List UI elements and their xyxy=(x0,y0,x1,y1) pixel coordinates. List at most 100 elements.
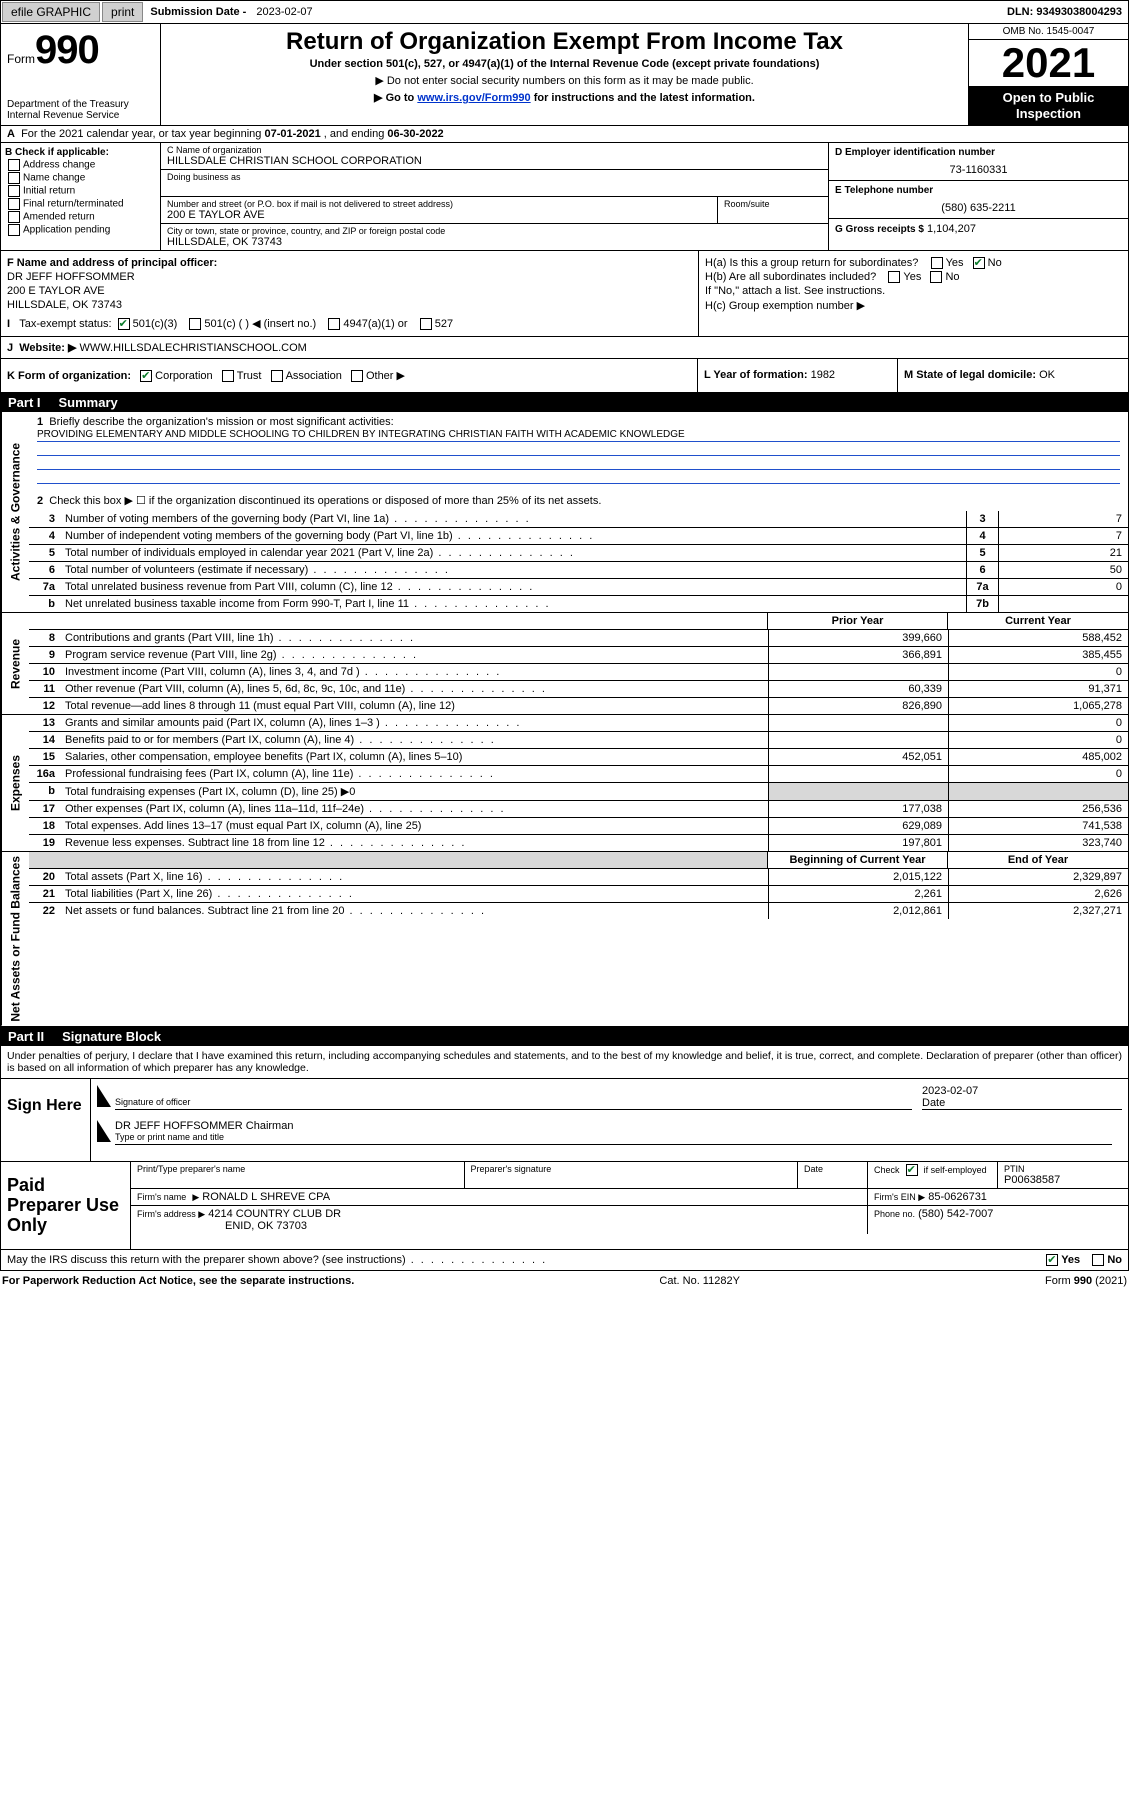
ein-cell: D Employer identification number 73-1160… xyxy=(829,143,1128,181)
submission-date-label: Submission Date - xyxy=(144,6,252,18)
instructions-link[interactable]: www.irs.gov/Form990 xyxy=(417,92,530,104)
part2-header: Part IISignature Block xyxy=(0,1027,1129,1046)
room-suite-cell: Room/suite xyxy=(718,197,828,223)
officer-signature[interactable]: Signature of officer xyxy=(115,1085,912,1110)
cb-name-change[interactable]: Name change xyxy=(5,172,156,184)
net-21: 21Total liabilities (Part X, line 26)2,2… xyxy=(29,886,1128,903)
cb-self-employed[interactable] xyxy=(906,1164,918,1176)
net-22: 22Net assets or fund balances. Subtract … xyxy=(29,903,1128,919)
gov-line-7b: bNet unrelated business taxable income f… xyxy=(29,596,1128,612)
gov-line-3: 3Number of voting members of the governi… xyxy=(29,511,1128,528)
cb-501c3[interactable] xyxy=(118,318,130,330)
irs-discuss-row: May the IRS discuss this return with the… xyxy=(0,1250,1129,1271)
netassets-columns: Beginning of Current Year End of Year xyxy=(29,852,1128,869)
top-bar: efile GRAPHIC print Submission Date - 20… xyxy=(0,0,1129,24)
arrow-icon xyxy=(97,1120,111,1142)
tab-expenses: Expenses xyxy=(1,715,29,851)
department-label: Department of the Treasury Internal Reve… xyxy=(7,99,154,121)
dba-cell: Doing business as xyxy=(161,170,828,197)
rev-8: 8Contributions and grants (Part VIII, li… xyxy=(29,630,1128,647)
cb-527[interactable] xyxy=(420,318,432,330)
section-b-checkboxes: B Check if applicable: Address change Na… xyxy=(1,143,161,250)
cb-hb-no[interactable] xyxy=(930,271,942,283)
cb-association[interactable] xyxy=(271,370,283,382)
exp-18: 18Total expenses. Add lines 13–17 (must … xyxy=(29,818,1128,835)
exp-16a: 16aProfessional fundraising fees (Part I… xyxy=(29,766,1128,783)
paid-preparer-block: Paid Preparer Use Only Print/Type prepar… xyxy=(0,1162,1129,1250)
cb-4947a1[interactable] xyxy=(328,318,340,330)
rev-11: 11Other revenue (Part VIII, column (A), … xyxy=(29,681,1128,698)
cb-amended-return[interactable]: Amended return xyxy=(5,211,156,223)
subordinates-row: H(b) Are all subordinates included? Yes … xyxy=(705,271,1122,283)
dln: DLN: 93493038004293 xyxy=(1007,6,1128,18)
paid-preparer-label: Paid Preparer Use Only xyxy=(1,1162,131,1249)
street-cell: Number and street (or P.O. box if mail i… xyxy=(161,197,718,223)
net-20: 20Total assets (Part X, line 16)2,015,12… xyxy=(29,869,1128,886)
tab-revenue: Revenue xyxy=(1,613,29,714)
cb-irs-no[interactable] xyxy=(1092,1254,1104,1266)
gov-line-6: 6Total number of volunteers (estimate if… xyxy=(29,562,1128,579)
revenue-columns: Prior Year Current Year xyxy=(29,613,1128,630)
exp-17: 17Other expenses (Part IX, column (A), l… xyxy=(29,801,1128,818)
ssn-warning: ▶ Do not enter social security numbers o… xyxy=(169,74,960,87)
cb-ha-no[interactable] xyxy=(973,257,985,269)
sign-here-label: Sign Here xyxy=(1,1079,91,1161)
tax-year-row: A For the 2021 calendar year, or tax yea… xyxy=(0,126,1129,143)
exp-15: 15Salaries, other compensation, employee… xyxy=(29,749,1128,766)
form-title: Return of Organization Exempt From Incom… xyxy=(169,28,960,56)
part1-header: Part ISummary xyxy=(0,393,1129,412)
part1-expenses: Expenses 13Grants and similar amounts pa… xyxy=(0,715,1129,852)
exp-16b: bTotal fundraising expenses (Part IX, co… xyxy=(29,783,1128,801)
cb-501c[interactable] xyxy=(189,318,201,330)
submission-date: 2023-02-07 xyxy=(252,6,316,18)
cb-irs-yes[interactable] xyxy=(1046,1254,1058,1266)
gross-receipts-cell: G Gross receipts $ 1,104,207 xyxy=(829,219,1128,250)
sign-block: Sign Here Signature of officer 2023-02-0… xyxy=(0,1079,1129,1162)
cb-hb-yes[interactable] xyxy=(888,271,900,283)
rev-9: 9Program service revenue (Part VIII, lin… xyxy=(29,647,1128,664)
efile-button[interactable]: efile GRAPHIC xyxy=(2,2,100,22)
website-row: J Website: ▶ WWW.HILLSDALECHRISTIANSCHOO… xyxy=(0,337,1129,359)
form-header: Form990 Department of the Treasury Inter… xyxy=(0,24,1129,126)
cb-initial-return[interactable]: Initial return xyxy=(5,185,156,197)
mission-text: PROVIDING ELEMENTARY AND MIDDLE SCHOOLIN… xyxy=(37,429,685,440)
print-button[interactable]: print xyxy=(102,2,143,22)
cb-ha-yes[interactable] xyxy=(931,257,943,269)
part1-netassets: Net Assets or Fund Balances Beginning of… xyxy=(0,852,1129,1027)
exp-14: 14Benefits paid to or for members (Part … xyxy=(29,732,1128,749)
part1-governance: Activities & Governance 1 Briefly descri… xyxy=(0,412,1129,613)
rev-12: 12Total revenue—add lines 8 through 11 (… xyxy=(29,698,1128,714)
open-public-badge: Open to Public Inspection xyxy=(969,86,1128,125)
page-footer: For Paperwork Reduction Act Notice, see … xyxy=(0,1271,1129,1291)
cb-trust[interactable] xyxy=(222,370,234,382)
org-name: HILLSDALE CHRISTIAN SCHOOL CORPORATION xyxy=(167,155,822,167)
city-cell: City or town, state or province, country… xyxy=(161,224,828,250)
penalties-statement: Under penalties of perjury, I declare th… xyxy=(0,1046,1129,1079)
cb-application-pending[interactable]: Application pending xyxy=(5,224,156,236)
gov-line-5: 5Total number of individuals employed in… xyxy=(29,545,1128,562)
exp-13: 13Grants and similar amounts paid (Part … xyxy=(29,715,1128,732)
omb-number: OMB No. 1545-0047 xyxy=(969,24,1128,40)
officer-name: DR JEFF HOFFSOMMER xyxy=(7,271,692,283)
cb-address-change[interactable]: Address change xyxy=(5,159,156,171)
officer-group-block: F Name and address of principal officer:… xyxy=(0,251,1129,337)
form-subtitle: Under section 501(c), 527, or 4947(a)(1)… xyxy=(169,58,960,70)
form-number: Form990 xyxy=(7,28,154,73)
arrow-icon xyxy=(97,1085,111,1107)
cb-corporation[interactable] xyxy=(140,370,152,382)
cb-final-return[interactable]: Final return/terminated xyxy=(5,198,156,210)
exp-19: 19Revenue less expenses. Subtract line 1… xyxy=(29,835,1128,851)
gov-line-4: 4Number of independent voting members of… xyxy=(29,528,1128,545)
tab-netassets: Net Assets or Fund Balances xyxy=(1,852,29,1026)
cb-other[interactable] xyxy=(351,370,363,382)
part1-revenue: Revenue Prior Year Current Year 8Contrib… xyxy=(0,613,1129,715)
org-name-cell: C Name of organization HILLSDALE CHRISTI… xyxy=(161,143,828,170)
group-return-row: H(a) Is this a group return for subordin… xyxy=(705,257,1122,269)
officer-name-field: DR JEFF HOFFSOMMER Chairman Type or prin… xyxy=(115,1120,1112,1145)
rev-10: 10Investment income (Part VIII, column (… xyxy=(29,664,1128,681)
instructions-link-row: ▶ Go to www.irs.gov/Form990 for instruct… xyxy=(169,91,960,104)
org-form-row: K Form of organization: Corporation Trus… xyxy=(0,359,1129,393)
identity-block: B Check if applicable: Address change Na… xyxy=(0,143,1129,251)
gov-line-7a: 7aTotal unrelated business revenue from … xyxy=(29,579,1128,596)
phone-cell: E Telephone number (580) 635-2211 xyxy=(829,181,1128,219)
